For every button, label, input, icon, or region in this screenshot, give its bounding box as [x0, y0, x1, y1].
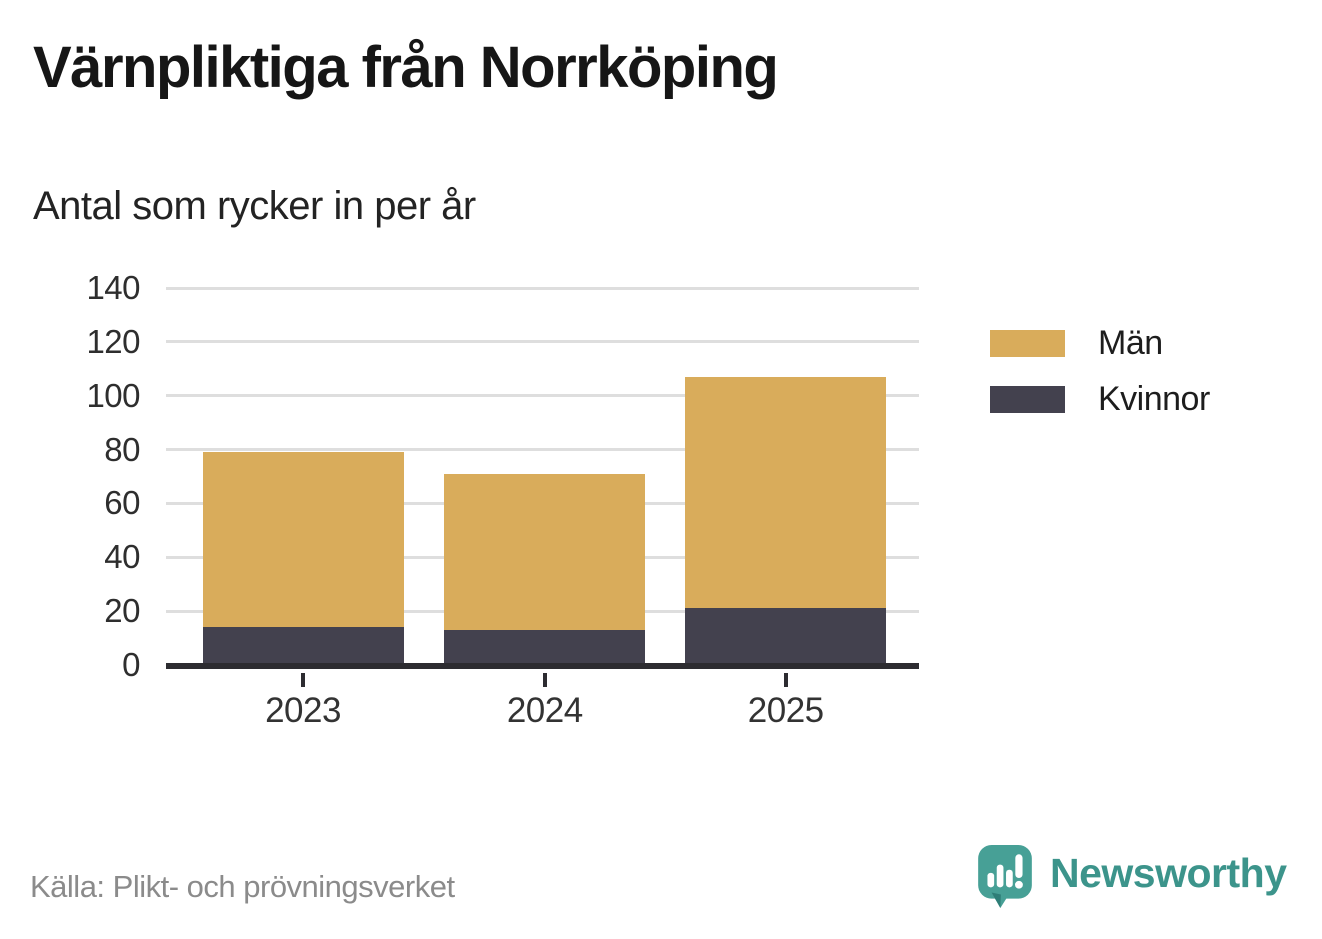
- bar-2024-män: [444, 473, 646, 630]
- brand: Newsworthy: [978, 845, 1287, 909]
- source-note: Källa: Plikt- och prövningsverket: [30, 869, 455, 904]
- x-axis-tick-2025: [783, 673, 788, 687]
- gridline-100: [166, 394, 919, 398]
- gridline-140: [166, 286, 919, 290]
- x-axis-tick-2024: [542, 673, 547, 687]
- gridline-80: [166, 448, 919, 452]
- legend-label-man: Män: [1098, 324, 1163, 362]
- y-axis-tick-label-100: 100: [86, 376, 140, 414]
- y-axis-tick-label-60: 60: [104, 484, 140, 522]
- y-axis-tick-label-120: 120: [86, 322, 140, 360]
- gridline-120: [166, 340, 919, 344]
- bar-2025-kvinnor: [685, 608, 887, 665]
- bar-2025-män: [685, 376, 887, 609]
- newsworthy-logo-icon: [978, 845, 1032, 908]
- bar-2024-kvinnor: [444, 630, 646, 665]
- x-axis-label-2023: 2023: [265, 691, 341, 730]
- x-axis-tick-2023: [301, 673, 306, 687]
- y-axis-tick-label-40: 40: [104, 538, 140, 576]
- plot-area: 0 20 40 60 80 100 120 140 2023 2024 2025: [86, 269, 919, 730]
- y-axis-tick-label-0: 0: [122, 646, 140, 683]
- y-axis-tick-label-140: 140: [86, 269, 140, 306]
- y-axis-tick-label-20: 20: [104, 592, 140, 630]
- legend-item-man: Män: [990, 324, 1210, 362]
- legend: Män Kvinnor: [990, 324, 1210, 441]
- y-axis-tick-label-80: 80: [104, 430, 140, 468]
- bar-2023-kvinnor: [202, 627, 404, 665]
- bar-2023-män: [202, 452, 404, 628]
- legend-label-kvinnor: Kvinnor: [1098, 380, 1210, 418]
- x-axis-label-2024: 2024: [506, 691, 583, 730]
- legend-swatch-kvinnor: [990, 386, 1065, 413]
- chart-title: Värnpliktiga från Norrköping: [33, 35, 779, 100]
- legend-swatch-man: [990, 330, 1065, 357]
- legend-item-kvinnor: Kvinnor: [990, 380, 1210, 418]
- chart-subtitle: Antal som rycker in per år: [33, 184, 476, 228]
- x-axis-label-2025: 2025: [747, 691, 824, 730]
- x-axis-line: [166, 663, 919, 669]
- brand-name: Newsworthy: [1050, 850, 1287, 896]
